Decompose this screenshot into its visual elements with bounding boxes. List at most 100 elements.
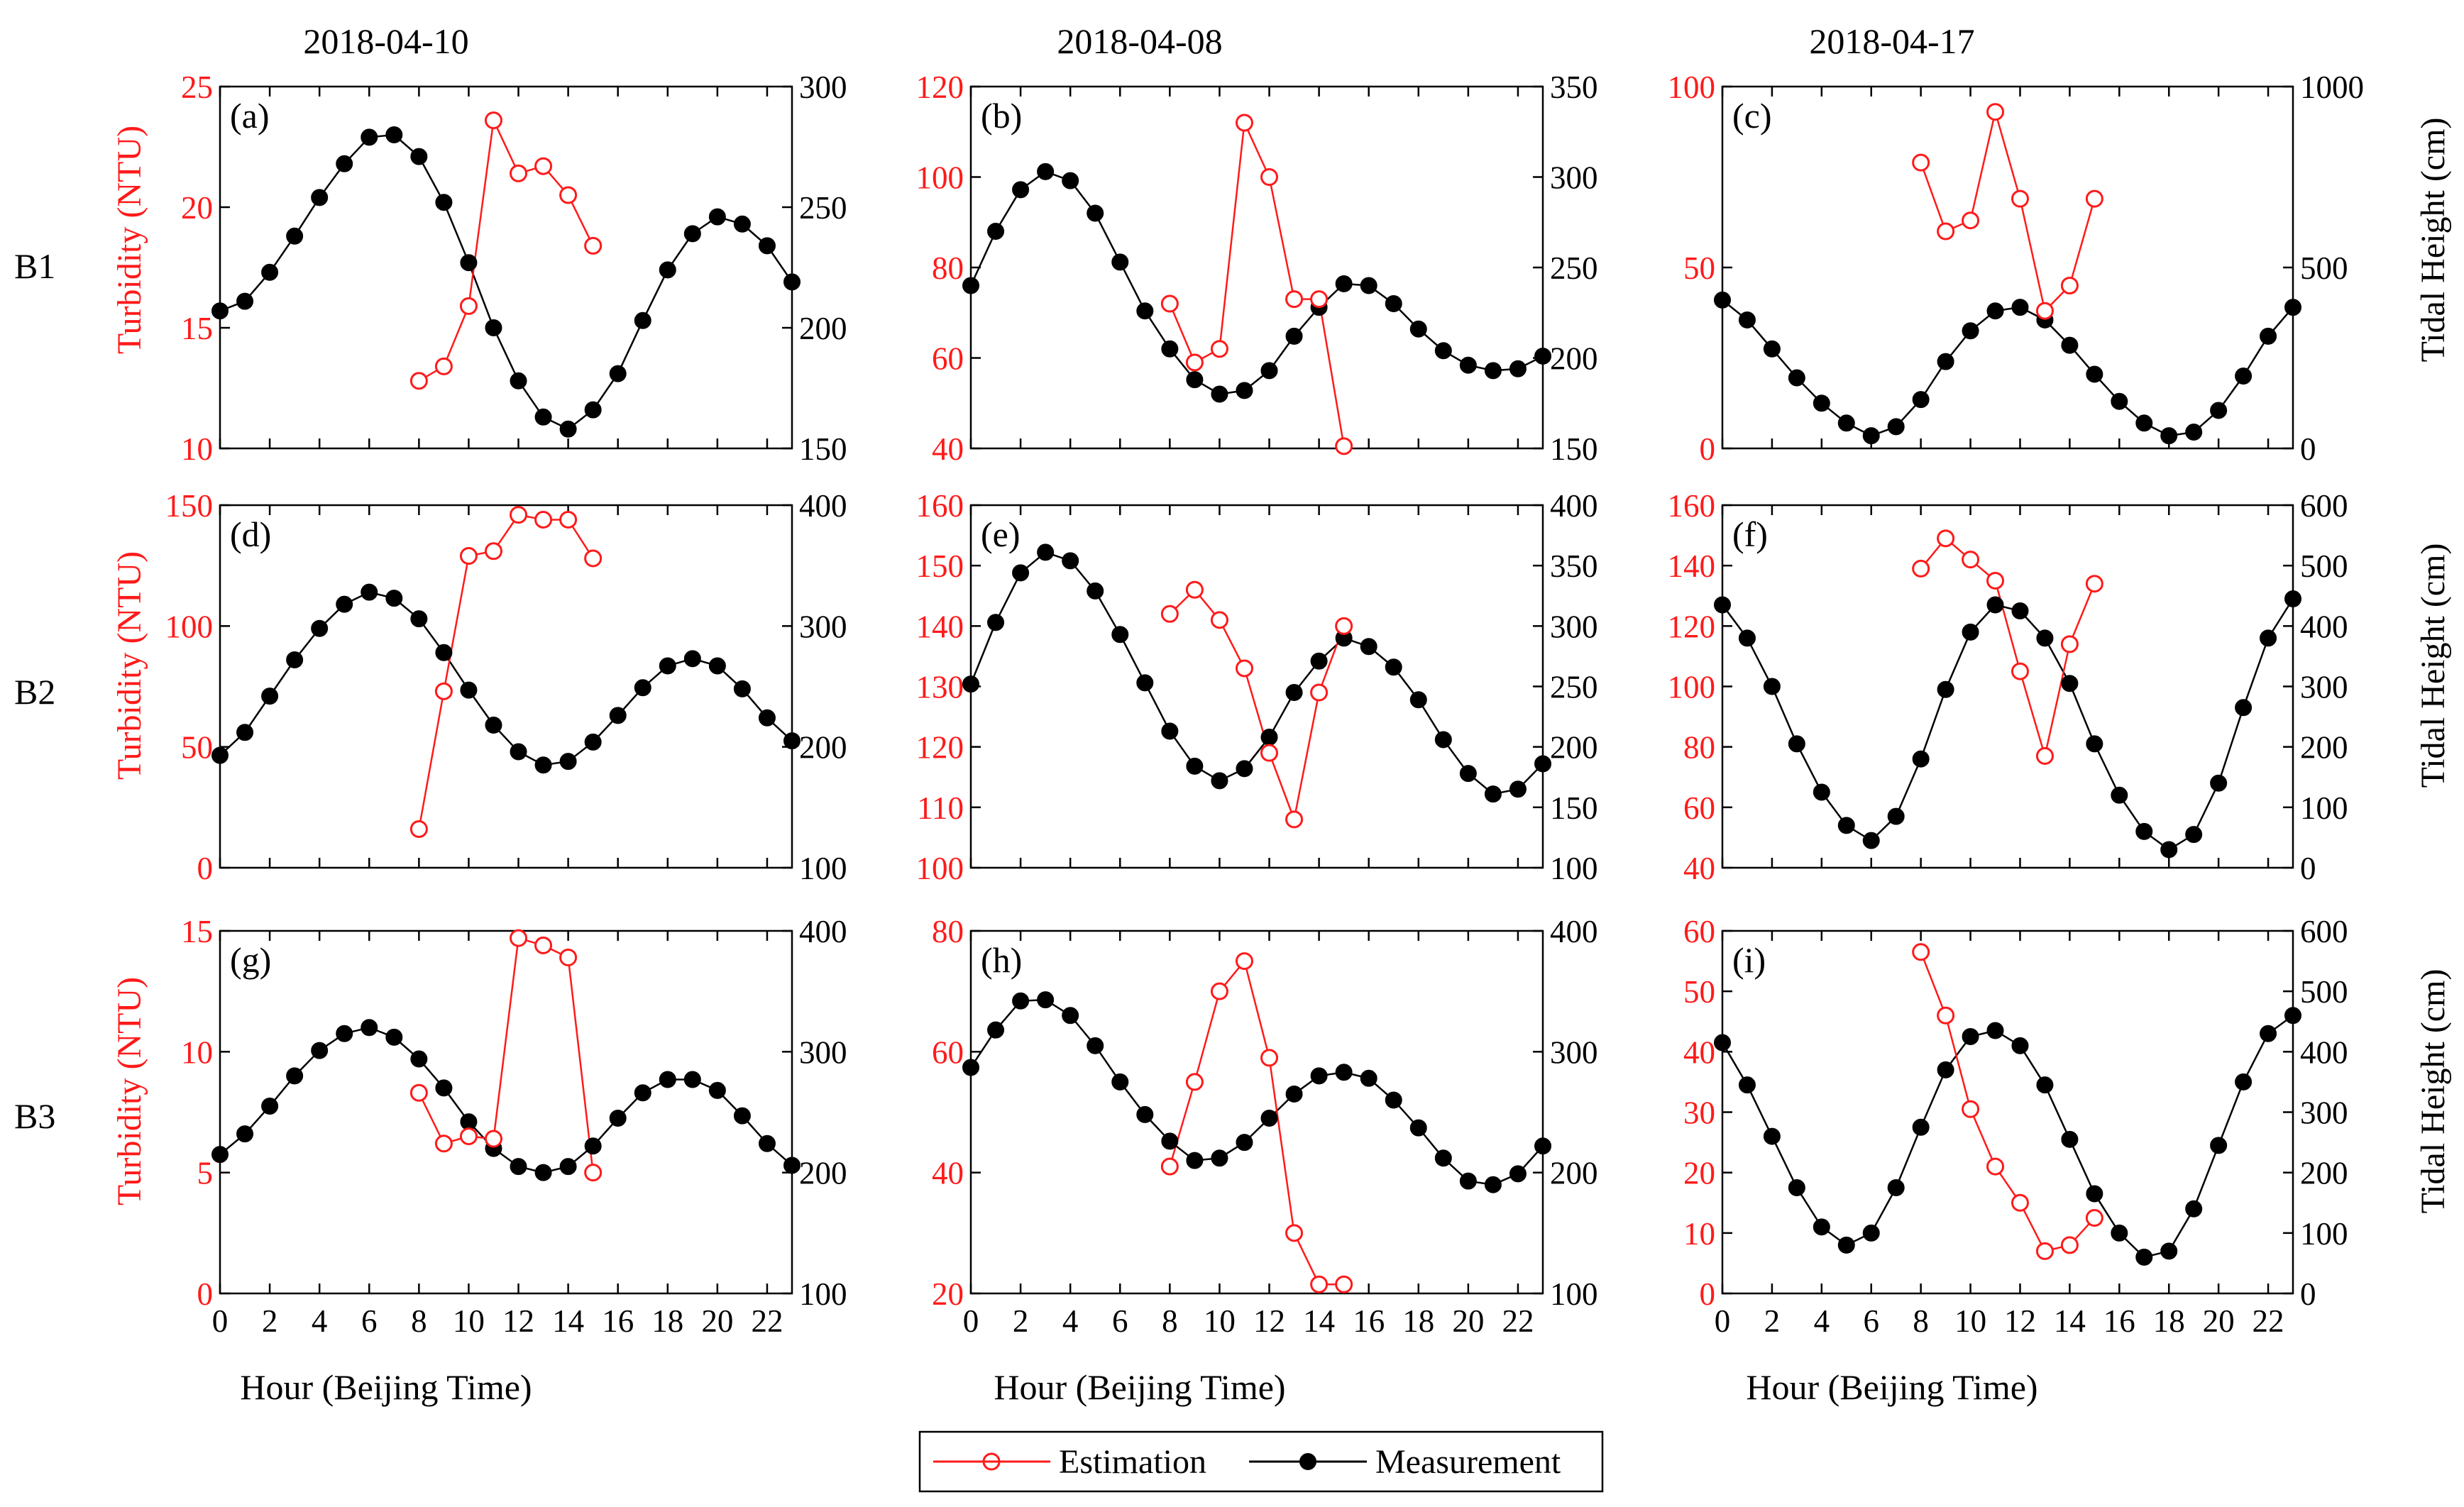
panel-i-y-right-tick-label: 100	[2300, 1216, 2348, 1252]
panel-i-measurement-point	[2111, 1224, 2128, 1242]
panel-h-measurement-point	[1260, 1110, 1278, 1127]
panel-h-estimation-point	[1310, 1275, 1329, 1293]
panel-h-estimation-point	[1185, 1073, 1204, 1091]
panel-f-measurement-point	[1962, 623, 1979, 641]
panel-d-estimation-point	[584, 549, 603, 568]
panel-e-estimation-point	[1210, 611, 1228, 629]
panel-h-measurement-point	[1111, 1073, 1129, 1091]
panel-g-axes-box	[219, 929, 793, 1295]
panel-g-y-left-tick-label: 10	[181, 1034, 213, 1070]
panel-i-y-left-tick-label: 20	[1683, 1156, 1715, 1191]
panel-b-y-right-tick-label: 250	[1550, 250, 1598, 286]
panel-f-y-left-tick-label: 60	[1683, 790, 1715, 826]
panel-g-measurement-point	[311, 1042, 329, 1059]
panel-f-measurement-point	[2260, 629, 2277, 647]
panel-g-measurement-point	[385, 1028, 403, 1046]
panel-e-y-left-tick-label: 150	[916, 548, 964, 584]
panel-i-measurement-point	[1763, 1127, 1781, 1145]
panel-c-measurement-point	[1813, 394, 1830, 412]
x-axis-label-3: Hour (Beijing Time)	[1746, 1367, 2037, 1407]
panel-h-x-tick-label: 10	[1204, 1303, 1236, 1339]
panel-i-y-left-tick-label: 30	[1683, 1095, 1715, 1131]
panel-a-measurement-point	[286, 227, 304, 245]
legend-measurement-label: Measurement	[1375, 1443, 1561, 1481]
column-title-2: 2018-04-08	[1057, 21, 1222, 61]
panel-e-y-left-tick-label: 120	[916, 730, 964, 766]
panel-d-y-right-tick-label: 400	[799, 488, 847, 524]
panel-i-x-tick-label: 2	[1764, 1303, 1781, 1339]
panel-d-measurement-point	[211, 746, 229, 764]
panel-b-y-left-tick-label: 80	[932, 250, 964, 286]
panel-h-measurement-point	[1385, 1091, 1402, 1109]
panel-g-estimation-point	[459, 1127, 478, 1146]
panel-e-measurement-point	[1459, 765, 1477, 783]
panel-b-y-left-tick-label: 60	[932, 341, 964, 377]
panel-a-measurement-point	[236, 292, 254, 310]
panel-f-estimation-point	[2085, 575, 2103, 593]
panel-f-measurement-point	[1937, 680, 1954, 698]
panel-e-measurement-point	[1385, 658, 1402, 676]
panel-a-estimation-point	[559, 186, 578, 204]
panel-h-measurement-point	[1087, 1037, 1104, 1054]
panel-f-y-right-tick-label: 500	[2300, 548, 2348, 584]
panel-c-measurement-point	[1837, 414, 1855, 432]
panel-d-measurement-point	[311, 619, 329, 637]
panel-g-measurement-point	[584, 1137, 602, 1155]
panel-h-estimation-point	[1260, 1049, 1279, 1067]
panel-h-estimation-point	[1210, 982, 1228, 1000]
panel-a-y-left-tick-label: 20	[181, 190, 213, 226]
y-left-label-row2: Turbidity (NTU)	[111, 551, 148, 780]
panel-g-y-left-tick-label: 5	[197, 1156, 214, 1191]
panel-f-estimation-point	[2060, 635, 2079, 653]
panel-i-measurement-point	[1788, 1178, 1805, 1196]
panel-i-y-right-tick-label: 400	[2300, 1034, 2348, 1070]
panel-c-measurement-point	[2135, 414, 2153, 432]
panel-e-y-left-tick-label: 100	[916, 851, 964, 886]
panel-i-measurement-point	[2284, 1007, 2301, 1025]
panel-d-measurement-point	[683, 650, 701, 668]
panel-a-y-right-tick-label: 250	[799, 190, 847, 226]
panel-g-x-tick-label: 16	[602, 1303, 634, 1339]
panel-g-y-right-tick-label: 100	[799, 1276, 847, 1312]
panel-g-y-left-tick-label: 0	[197, 1276, 214, 1312]
panel-h-estimation-point	[1335, 1275, 1353, 1293]
panel-d-measurement-point	[336, 595, 353, 613]
panel-c-estimation-point	[1937, 222, 1955, 241]
panel-f-y-right-tick-label: 300	[2300, 670, 2348, 705]
panel-a-estimation-point	[484, 111, 502, 130]
panel-h-x-tick-label: 2	[1013, 1303, 1029, 1339]
panel-c-measurement-point	[2260, 327, 2277, 345]
panel-g-x-tick-label: 8	[411, 1303, 427, 1339]
panel-c-estimation-point	[2085, 189, 2103, 208]
panel-e-y-right-tick-label: 200	[1550, 730, 1598, 766]
panel-a-measurement-point	[211, 302, 229, 320]
panel-g-x-tick-label: 22	[751, 1303, 783, 1339]
panel-f-y-left-tick-label: 80	[1683, 730, 1715, 766]
panel-i-panel-letter: (i)	[1732, 940, 1766, 980]
panel-a-measurement-point	[361, 128, 378, 146]
panel-h: 20 40 60 80 100 200 300 400 0 2 4 6 8 10 12 14 16 18 20 22 (…	[932, 914, 1598, 1339]
panel-b-y-left-tick-label: 40	[932, 431, 964, 467]
panel-b-measurement-point	[1111, 253, 1129, 271]
panel-g-measurement-point	[733, 1107, 751, 1125]
panel-b-measurement-point	[1459, 356, 1477, 374]
panel-c-measurement-point	[2086, 365, 2103, 383]
panel-g-y-left-tick-label: 15	[181, 914, 213, 949]
panel-h-x-tick-label: 20	[1452, 1303, 1484, 1339]
panel-c-estimation-point	[1962, 211, 1980, 230]
panel-i-measurement-point	[2260, 1025, 2277, 1042]
panel-i-y-left-tick-label: 0	[1700, 1276, 1716, 1312]
panel-d-measurement-point	[236, 724, 254, 741]
panel-f-estimation-point	[1986, 571, 2005, 590]
panel-h-measurement-point	[1310, 1067, 1328, 1085]
panel-b-estimation-point	[1335, 437, 1353, 456]
panel-f-measurement-point	[2185, 826, 2203, 844]
panel-e-measurement-point	[987, 614, 1005, 631]
panel-g-x-tick-label: 10	[453, 1303, 485, 1339]
panel-b-measurement-point	[1285, 327, 1303, 345]
panel-h-measurement-point	[1434, 1149, 1452, 1167]
panel-b-measurement-point	[1260, 362, 1278, 380]
panel-h-x-tick-label: 12	[1253, 1303, 1285, 1339]
